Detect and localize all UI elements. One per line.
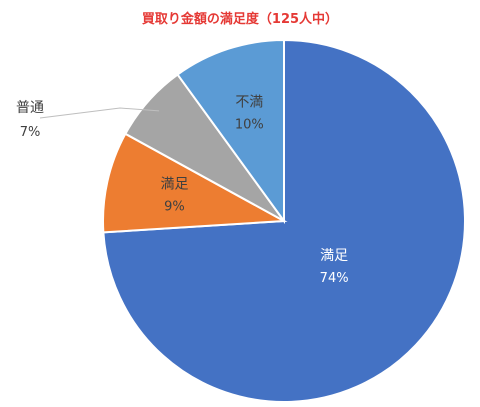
pie-slice (176, 38, 285, 225)
slice-value-label: 10% (235, 117, 264, 132)
slice-value-label: 9% (164, 200, 185, 215)
slice-value-label: 7% (20, 125, 41, 140)
slice-value-label: 74% (320, 271, 349, 286)
pie-slice (102, 132, 288, 234)
slice-label: 満足 (160, 177, 188, 193)
chart-title: 買取り金額の満足度（125人中） (141, 12, 339, 27)
slice-label: 満足 (320, 248, 348, 264)
slice-label: 不満 (235, 94, 263, 110)
leader-line (39, 107, 160, 119)
slice-label: 普通 (16, 100, 44, 116)
